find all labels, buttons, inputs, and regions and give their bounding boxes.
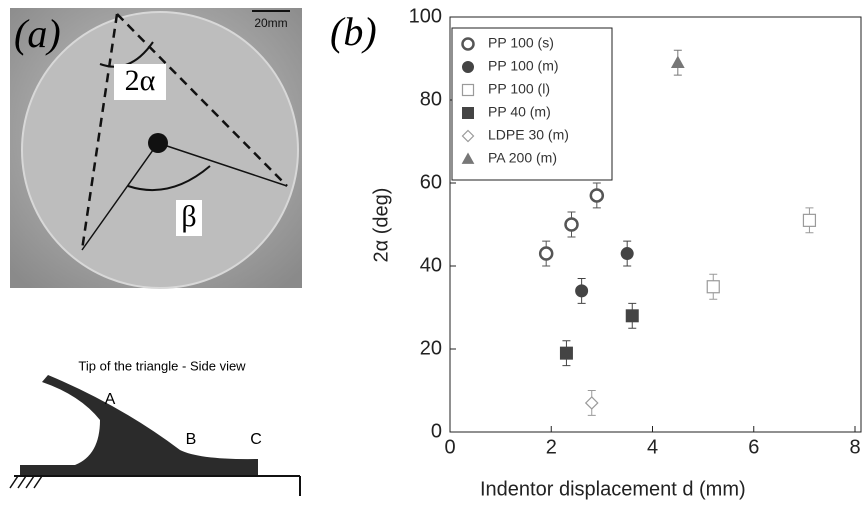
x-tick-label: 6 (748, 436, 759, 458)
marker (462, 107, 474, 119)
marker (461, 37, 475, 51)
y-axis-label: 2α (deg) (370, 188, 392, 263)
x-tick-label: 4 (647, 436, 658, 458)
hatching (9, 475, 43, 489)
point-label: A (105, 391, 116, 408)
legend-box (451, 27, 613, 181)
panel-label: (b) (330, 9, 377, 54)
marker (461, 129, 475, 143)
diagram-title: Tip of the triangle - Side view (78, 358, 246, 373)
x-tick-label: 2 (546, 436, 557, 458)
scale-label: 20mm (254, 16, 287, 30)
marker (584, 396, 599, 410)
marker (802, 213, 817, 227)
legend-label: PP 100 (s) (488, 35, 554, 51)
y-tick-label: 20 (420, 337, 442, 359)
crack-lines (80, 13, 288, 251)
legend-label: PP 100 (l) (488, 81, 550, 97)
marker (538, 246, 554, 261)
label-box (176, 200, 202, 236)
marker (462, 61, 474, 73)
angle-label: 2α (125, 64, 156, 97)
film-profile (20, 375, 258, 475)
indentor-hole (148, 133, 168, 153)
marker (620, 247, 634, 261)
marker (706, 280, 720, 294)
beta-arc (127, 165, 211, 192)
x-tick-label: 0 (444, 436, 455, 458)
legend-label: PA 200 (m) (488, 150, 557, 166)
label-box (114, 64, 166, 100)
alpha-arc (99, 41, 154, 68)
marker (670, 55, 685, 68)
marker (461, 83, 475, 97)
panel-label: (a) (14, 11, 61, 56)
legend-label: LDPE 30 (m) (488, 127, 569, 143)
marker (564, 217, 579, 232)
legend-label: PP 100 (m) (488, 58, 559, 74)
point-label: C (250, 431, 262, 448)
marker (559, 346, 573, 360)
diagram-panel: Tip of the triangle - Side view A B C (9, 358, 301, 496)
y-tick-label: 100 (409, 5, 442, 27)
legend-label: PP 40 (m) (488, 104, 551, 120)
marker (589, 188, 605, 203)
angle-label: β (181, 200, 196, 233)
y-tick-label: 0 (431, 420, 442, 442)
marker (575, 284, 589, 298)
point-label: B (186, 431, 197, 448)
photo-panel: 20mm (a) 2α β (10, 8, 302, 289)
y-tick-label: 80 (420, 88, 442, 110)
x-tick-label: 8 (849, 436, 860, 458)
angle-lines (81, 142, 288, 251)
marker (625, 309, 639, 323)
marker (461, 152, 475, 164)
y-tick-label: 40 (420, 254, 442, 276)
x-axis-label: Indentor displacement d (mm) (480, 478, 746, 500)
y-tick-label: 60 (420, 171, 442, 193)
plot-frame (449, 16, 862, 433)
